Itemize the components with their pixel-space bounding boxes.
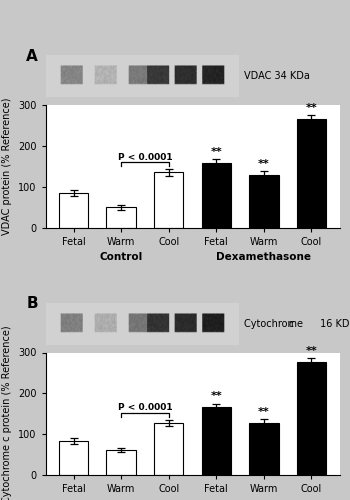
Text: Dexamethasone: Dexamethasone (216, 252, 312, 262)
Bar (202, 407, 231, 475)
Text: P < 0.0001: P < 0.0001 (118, 403, 172, 412)
Text: **: ** (306, 346, 317, 356)
Bar (249, 175, 279, 228)
Text: 16 KDa: 16 KDa (317, 319, 350, 329)
Text: B: B (26, 296, 38, 311)
Bar (297, 120, 326, 228)
Bar (106, 450, 136, 475)
Bar (297, 362, 326, 475)
Text: A: A (26, 48, 38, 64)
Text: **: ** (258, 159, 270, 169)
Text: P < 0.0001: P < 0.0001 (118, 153, 172, 162)
Bar (106, 207, 136, 228)
Text: **: ** (258, 408, 270, 418)
Text: Cytochrome: Cytochrome (244, 319, 306, 329)
Bar (59, 193, 88, 228)
Text: **: ** (210, 147, 222, 157)
Bar (59, 441, 88, 475)
Text: c: c (289, 319, 294, 329)
Bar (154, 422, 183, 475)
Text: VDAC 34 KDa: VDAC 34 KDa (244, 71, 310, 81)
Bar (249, 423, 279, 475)
Text: Control: Control (99, 252, 143, 262)
Y-axis label: Cytochrome c protein (% Reference): Cytochrome c protein (% Reference) (2, 325, 12, 500)
Bar (154, 172, 183, 228)
Text: **: ** (210, 392, 222, 402)
Text: **: ** (306, 103, 317, 113)
Bar (202, 163, 231, 228)
Y-axis label: VDAC protein (% Reference): VDAC protein (% Reference) (2, 98, 12, 235)
